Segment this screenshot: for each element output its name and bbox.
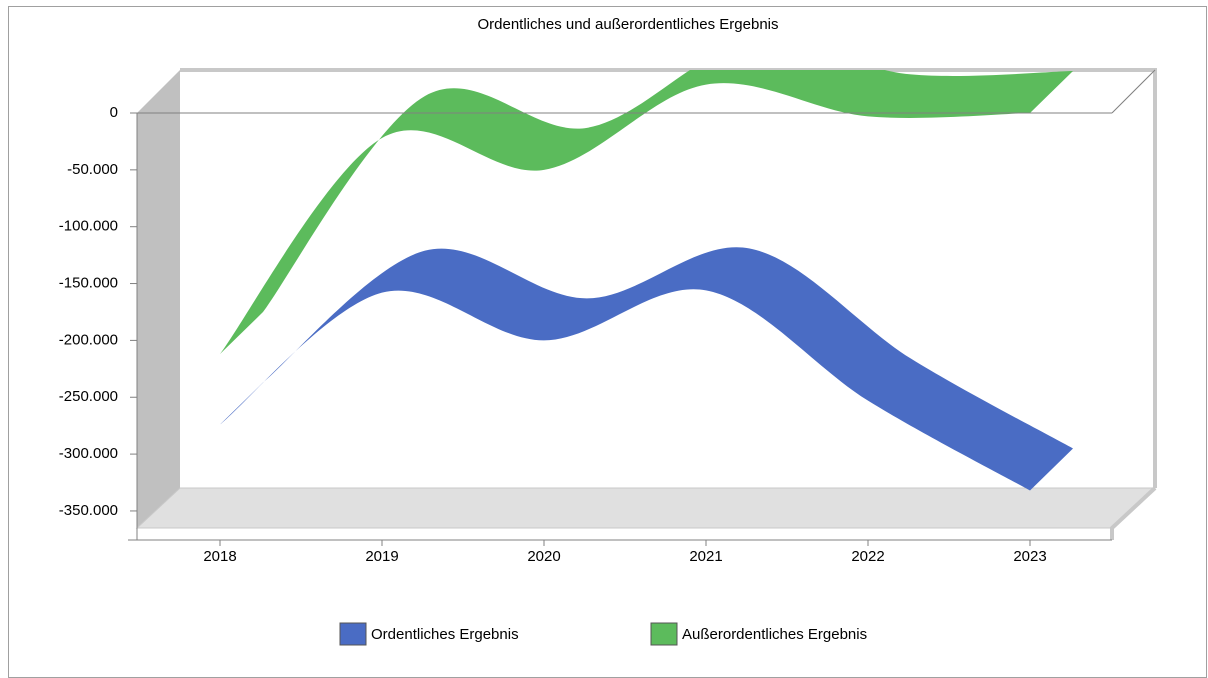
y-tick-label: -150.000	[59, 275, 118, 292]
floor	[135, 487, 1157, 529]
x-tick-label: 2020	[527, 548, 560, 565]
zero-line	[1111, 69, 1156, 114]
y-tick-label: -300.000	[59, 445, 118, 462]
legend-label: Außerordentliches Ergebnis	[682, 626, 867, 643]
side-wall	[137, 70, 180, 528]
x-tick-label: 2019	[365, 548, 398, 565]
legend-swatch	[339, 622, 367, 646]
panel	[8, 6, 1207, 678]
y-tick-label: -100.000	[59, 218, 118, 235]
y-tick-label: -350.000	[59, 502, 118, 519]
frame	[1110, 486, 1157, 540]
x-tick-label: 2018	[203, 548, 236, 565]
y-tick-label: -200.000	[59, 331, 118, 348]
legend-swatch	[650, 622, 678, 646]
chart-title: Ordentliches und außerordentliches Ergeb…	[477, 16, 778, 33]
legend-label: Ordentliches Ergebnis	[371, 626, 519, 643]
y-tick-label: 0	[110, 104, 118, 121]
y-tick-label: -50.000	[67, 161, 118, 178]
y-tick-label: -250.000	[59, 388, 118, 405]
x-tick-label: 2022	[851, 548, 884, 565]
series-ribbon	[220, 247, 1073, 491]
x-tick-label: 2021	[689, 548, 722, 565]
series-ribbon	[220, 70, 1073, 355]
x-tick-label: 2023	[1013, 548, 1046, 565]
